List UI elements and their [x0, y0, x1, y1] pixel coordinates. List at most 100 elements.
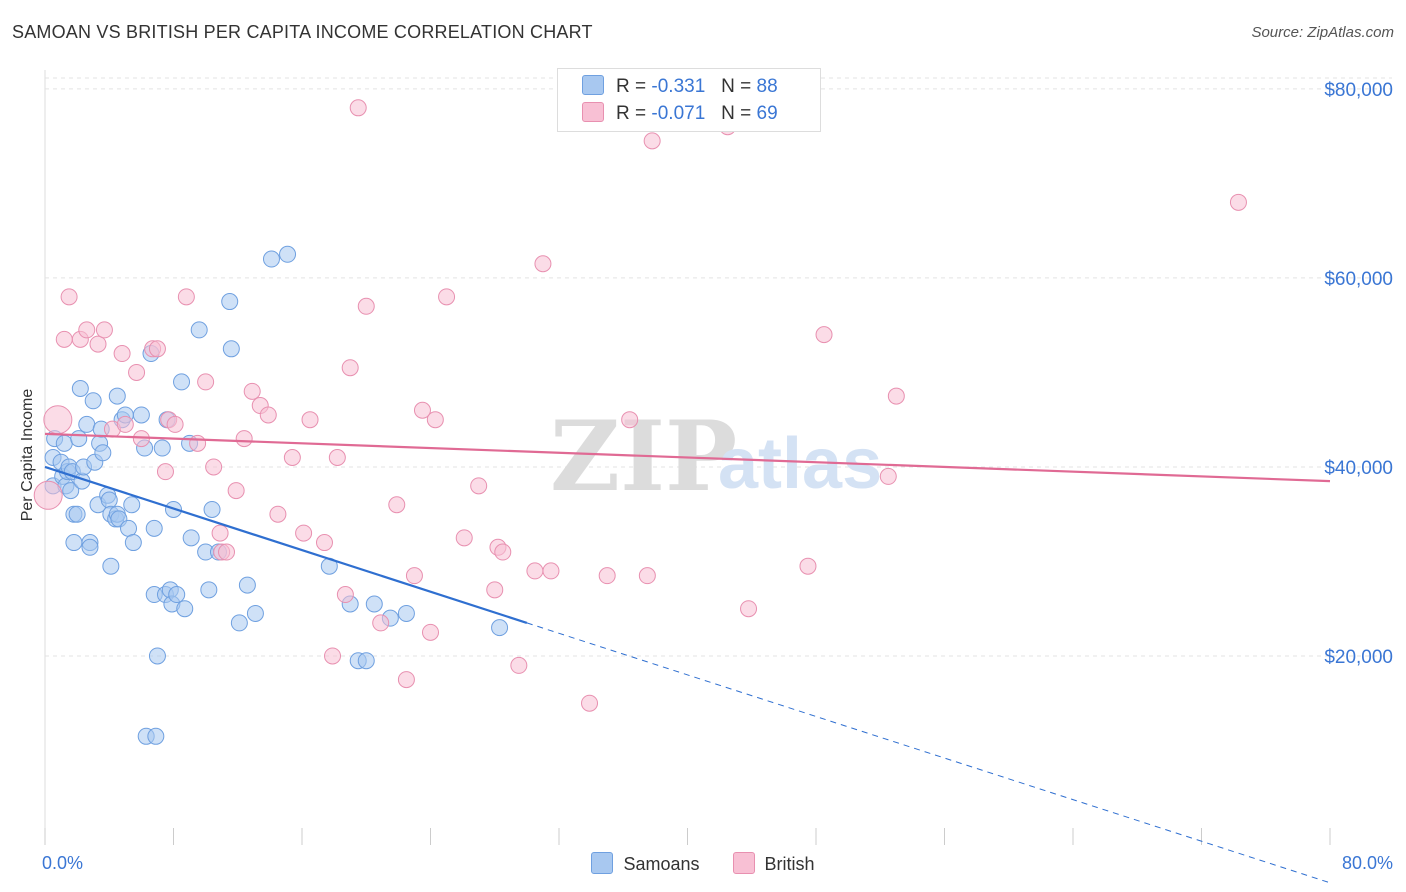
data-point-samoans [203, 500, 221, 518]
stats-n-value-british: 69 [756, 103, 778, 124]
data-point-british [301, 411, 319, 429]
data-point-samoans [190, 321, 208, 339]
y-tick-label: $40,000 [1324, 458, 1393, 479]
data-point-british [128, 363, 146, 381]
data-point-samoans [81, 538, 99, 556]
data-point-samoans [153, 439, 171, 457]
data-point-samoans [397, 604, 415, 622]
data-point-samoans [168, 586, 186, 604]
data-point-samoans [200, 581, 218, 599]
source-label: Source: ZipAtlas.com [1251, 24, 1394, 41]
data-point-british [315, 534, 333, 552]
data-point-british [113, 345, 131, 363]
data-point-samoans [94, 444, 112, 462]
data-point-british [357, 297, 375, 315]
data-point-british [211, 524, 229, 542]
data-point-british [438, 288, 456, 306]
data-point-samoans [71, 380, 89, 398]
data-point-british [494, 543, 512, 561]
data-point-british [269, 505, 287, 523]
data-point-samoans [78, 415, 96, 433]
data-point-samoans [182, 529, 200, 547]
data-point-samoans [84, 392, 102, 410]
data-point-samoans [221, 293, 239, 311]
y-tick-label: $20,000 [1324, 647, 1393, 668]
data-point-samoans [365, 595, 383, 613]
data-point-british [349, 99, 367, 117]
data-point-samoans [230, 614, 248, 632]
stats-r-value-samoans: -0.331 [651, 76, 706, 97]
data-point-british [33, 480, 63, 510]
trend-line-british [44, 432, 1331, 483]
data-point-british [621, 411, 639, 429]
data-point-british [372, 614, 390, 632]
x-tick-label-max: 80.0% [1342, 853, 1393, 873]
x-tick-label-min: 0.0% [42, 853, 83, 873]
data-point-british [534, 255, 552, 273]
data-point-british [643, 132, 661, 150]
data-point-british [43, 405, 73, 435]
data-point-british [341, 359, 359, 377]
data-point-british [397, 671, 415, 689]
data-point-samoans [222, 340, 240, 358]
data-point-british [78, 321, 96, 339]
stats-n-value-samoans: 88 [756, 76, 778, 97]
data-point-british [510, 656, 528, 674]
legend-item-british[interactable]: British [732, 852, 815, 875]
stats-swatch-samoans [582, 75, 604, 95]
data-point-british [581, 694, 599, 712]
data-point-british [189, 434, 207, 452]
data-point-samoans [123, 496, 141, 514]
stats-box: R = -0.331 N = 88 R = -0.071 N = 69 [557, 68, 821, 132]
data-point-british [470, 477, 488, 495]
data-point-british [89, 335, 107, 353]
data-point-british [455, 529, 473, 547]
data-point-british [1229, 193, 1247, 211]
data-point-british [426, 411, 444, 429]
stats-r-value-british: -0.071 [651, 103, 706, 124]
data-point-british [218, 543, 236, 561]
data-point-samoans [173, 373, 191, 391]
x-tick-labels: 0.0% 80.0% [42, 853, 1393, 873]
data-point-british [243, 382, 261, 400]
data-point-samoans [279, 245, 297, 263]
chart-title: SAMOAN VS BRITISH PER CAPITA INCOME CORR… [12, 22, 593, 42]
legend-item-samoans[interactable]: Samoans [591, 852, 700, 875]
data-point-samoans [62, 482, 80, 500]
data-point-samoans [238, 576, 256, 594]
y-tick-label: $60,000 [1324, 269, 1393, 290]
data-point-british [148, 340, 166, 358]
stats-r-label: R = [616, 76, 647, 97]
data-point-british [166, 415, 184, 433]
data-point-samoans [108, 387, 126, 405]
data-point-british [526, 562, 544, 580]
data-point-british [879, 467, 897, 485]
data-point-samoans [357, 652, 375, 670]
data-point-samoans [124, 534, 142, 552]
data-point-british [324, 647, 342, 665]
data-point-samoans [120, 519, 138, 537]
data-point-british [95, 321, 113, 339]
trend-line-samoans [44, 465, 528, 624]
data-point-british [227, 482, 245, 500]
data-point-british [60, 288, 78, 306]
stats-row-british: R = -0.071 N = 69 [582, 102, 778, 125]
data-point-british [799, 557, 817, 575]
trend-line-extension-samoans [526, 622, 1331, 884]
data-point-british [887, 387, 905, 405]
data-point-samoans [132, 406, 150, 424]
data-point-british [598, 567, 616, 585]
legend-swatch-british [732, 852, 755, 874]
data-point-british [205, 458, 223, 476]
data-point-british [740, 600, 758, 618]
data-point-samoans [246, 604, 264, 622]
data-point-british [295, 524, 313, 542]
data-point-samoans [148, 647, 166, 665]
data-point-british [486, 581, 504, 599]
y-tick-label: $80,000 [1324, 80, 1393, 101]
data-point-british [156, 463, 174, 481]
data-point-samoans [176, 600, 194, 618]
stats-swatch-british [582, 102, 604, 122]
data-point-samoans [145, 519, 163, 537]
